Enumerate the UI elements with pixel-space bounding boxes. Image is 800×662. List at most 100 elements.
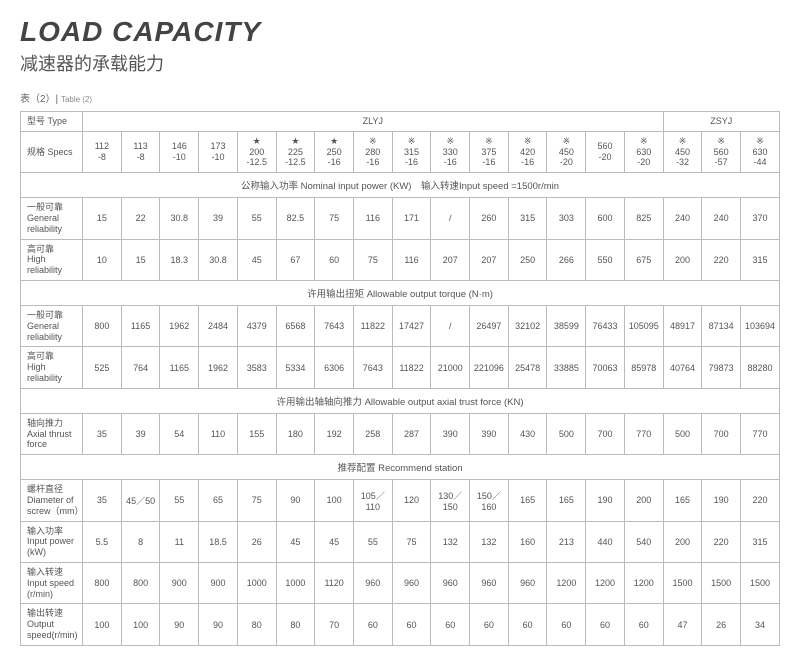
cell: 75 (392, 521, 431, 562)
cell: 45 (276, 521, 315, 562)
cell: 39 (199, 198, 238, 239)
cell: 770 (624, 413, 663, 454)
row-label: 高可靠High reliability (21, 347, 83, 388)
cell: 303 (547, 198, 586, 239)
cell: 48917 (663, 305, 702, 346)
cell: 54 (160, 413, 199, 454)
cell: 4379 (237, 305, 276, 346)
cell: 70 (315, 604, 354, 645)
cell: 15 (83, 198, 122, 239)
cell: 370 (741, 198, 780, 239)
cell: 5334 (276, 347, 315, 388)
cell: 105095 (624, 305, 663, 346)
cell: 67 (276, 239, 315, 280)
cell: 525 (83, 347, 122, 388)
table-caption: 表（2）| Table (2) (20, 90, 780, 105)
cell: 675 (624, 239, 663, 280)
cell: 60 (431, 604, 470, 645)
cell: 165 (663, 480, 702, 521)
row-general-reliability-2: 一般可靠General reliability80011651962248443… (21, 305, 780, 346)
cell: 207 (431, 239, 470, 280)
cell: 55 (160, 480, 199, 521)
cell: 315 (508, 198, 547, 239)
cell: 40764 (663, 347, 702, 388)
cell: 315 (741, 521, 780, 562)
spec-col: 560-20 (586, 131, 625, 172)
cell: 6306 (315, 347, 354, 388)
row-label: 螺杆直径Diameter of screw（mm） (21, 480, 83, 521)
cell: 90 (276, 480, 315, 521)
cell: 500 (663, 413, 702, 454)
spec-col: ※630-20 (624, 131, 663, 172)
spec-col: ※330-16 (431, 131, 470, 172)
cell: 220 (741, 480, 780, 521)
cell: 1962 (160, 305, 199, 346)
cell: 45 (237, 239, 276, 280)
cell: 800 (83, 305, 122, 346)
spec-col: ※420-16 (508, 131, 547, 172)
cell: 75 (353, 239, 392, 280)
cell: 32102 (508, 305, 547, 346)
cell: 220 (702, 521, 741, 562)
cell: 85978 (624, 347, 663, 388)
cell: 960 (470, 562, 509, 603)
cell: 90 (199, 604, 238, 645)
cell: 38599 (547, 305, 586, 346)
cell: 800 (121, 562, 160, 603)
cell: 30.8 (199, 239, 238, 280)
cell: 390 (470, 413, 509, 454)
cell: 34 (741, 604, 780, 645)
cell: 700 (586, 413, 625, 454)
cell: 1200 (586, 562, 625, 603)
th-specs: 规格 Specs (21, 131, 83, 172)
row-input-speed: 输入转速Input speed (r/min)80080090090010001… (21, 562, 780, 603)
cell: 5.5 (83, 521, 122, 562)
row-output-speed: 输出转速Output speed(r/min)10010090908080706… (21, 604, 780, 645)
page-title-en: LOAD CAPACITY (20, 16, 780, 48)
cell: 2484 (199, 305, 238, 346)
row-label: 高可靠High reliability (21, 239, 83, 280)
cell: 1000 (237, 562, 276, 603)
row-high-reliability-1: 高可靠High reliability101518.330.8456760751… (21, 239, 780, 280)
spec-col: ※315-16 (392, 131, 431, 172)
cell: 240 (702, 198, 741, 239)
cell: 11822 (353, 305, 392, 346)
cell: 18.3 (160, 239, 199, 280)
th-zsyj: ZSYJ (663, 112, 779, 132)
cell: 103694 (741, 305, 780, 346)
cell: 75 (237, 480, 276, 521)
cell: 70063 (586, 347, 625, 388)
cell: 55 (237, 198, 276, 239)
cell: 287 (392, 413, 431, 454)
cell: 220 (702, 239, 741, 280)
header-row-specs: 规格 Specs 112-8113-8146-10173-10★200-12.5… (21, 131, 780, 172)
cell: 116 (392, 239, 431, 280)
cell: 60 (392, 604, 431, 645)
cell: 160 (508, 521, 547, 562)
cell: 47 (663, 604, 702, 645)
cell: 240 (663, 198, 702, 239)
cell: 770 (741, 413, 780, 454)
cell: 1962 (199, 347, 238, 388)
cell: 260 (470, 198, 509, 239)
spec-col: ※375-16 (470, 131, 509, 172)
cell: 11 (160, 521, 199, 562)
spec-col: ※560-57 (702, 131, 741, 172)
cell: 7643 (315, 305, 354, 346)
cell: 26 (702, 604, 741, 645)
capacity-table: 型号 Type ZLYJ ZSYJ 规格 Specs 112-8113-8146… (20, 111, 780, 646)
cell: 1120 (315, 562, 354, 603)
cell: 900 (199, 562, 238, 603)
cell: 65 (199, 480, 238, 521)
cell: 960 (353, 562, 392, 603)
spec-col: ※450-32 (663, 131, 702, 172)
cell: 18.5 (199, 521, 238, 562)
cell: 190 (586, 480, 625, 521)
cell: 1165 (121, 305, 160, 346)
cell: 200 (663, 239, 702, 280)
cell: 25478 (508, 347, 547, 388)
section-axial-force: 许用输出轴轴向推力 Allowable output axial trust f… (21, 388, 780, 413)
cell: 21000 (431, 347, 470, 388)
cell: 87134 (702, 305, 741, 346)
cell: 10 (83, 239, 122, 280)
